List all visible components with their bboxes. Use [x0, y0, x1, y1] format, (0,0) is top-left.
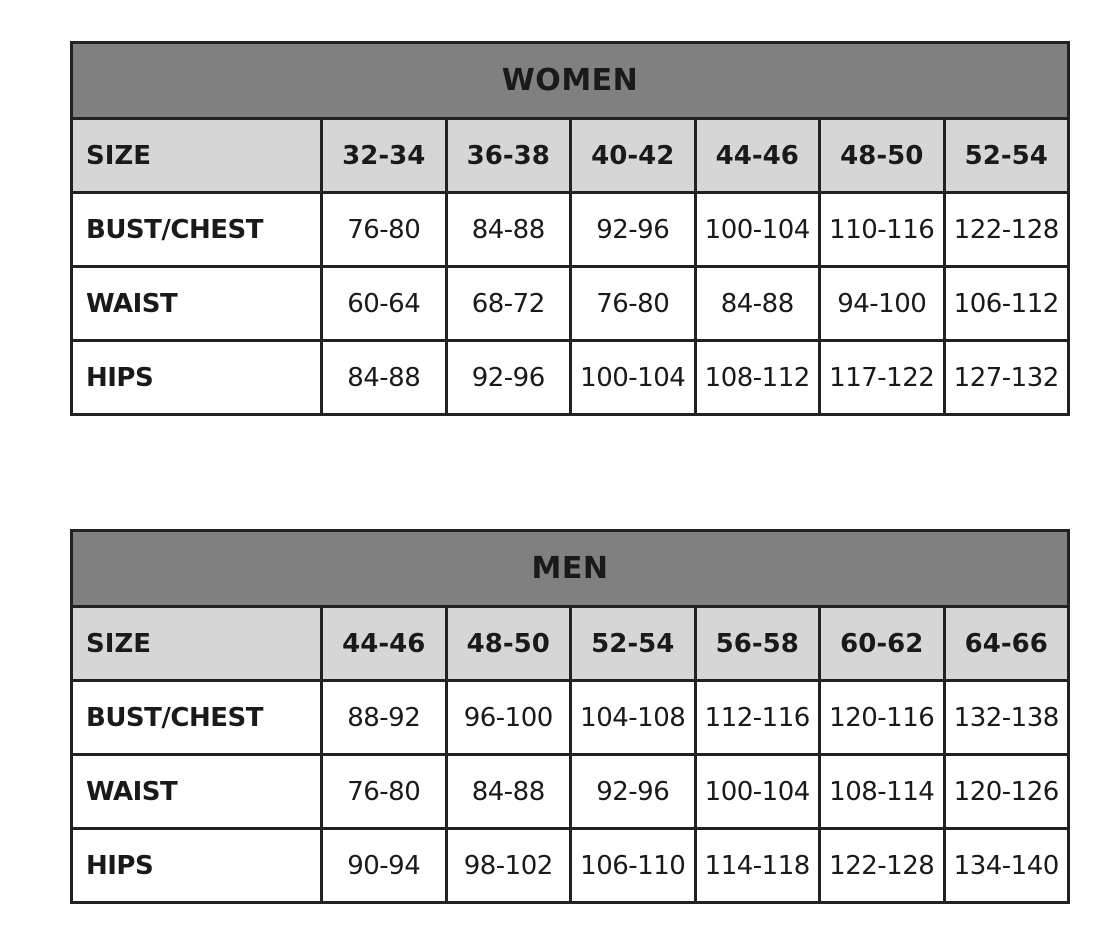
measurement-cell: 117-122: [818, 339, 946, 416]
row-label: HIPS: [70, 827, 323, 904]
measurement-cell: 92-96: [569, 753, 697, 830]
measurement-cell: 120-126: [942, 753, 1070, 830]
size-cell: 48-50: [444, 605, 572, 682]
table-title-row: MEN: [70, 529, 1070, 608]
measurement-cell: 104-108: [569, 679, 697, 756]
table-title: WOMEN: [70, 41, 1070, 120]
size-cell: 52-54: [942, 117, 1070, 194]
measurement-cell: 106-110: [569, 827, 697, 904]
measurement-cell: 84-88: [320, 339, 448, 416]
row-label: HIPS: [70, 339, 323, 416]
women-size-table: WOMEN SIZE 32-34 36-38 40-42 44-46 48-50 52-54 B…: [70, 41, 1070, 416]
measurement-cell: 76-80: [320, 191, 448, 268]
measurement-cell: 98-102: [444, 827, 572, 904]
measurement-cell: 110-116: [818, 191, 946, 268]
measurement-cell: 60-64: [320, 265, 448, 342]
measurement-cell: 68-72: [444, 265, 572, 342]
size-cell: 36-38: [444, 117, 572, 194]
measurement-cell: 132-138: [942, 679, 1070, 756]
size-cell: 52-54: [569, 605, 697, 682]
measurement-cell: 120-116: [818, 679, 946, 756]
table-row: BUST/CHEST 76-80 84-88 92-96 100-104 110-116 1…: [70, 191, 1070, 268]
table-row: HIPS 90-94 98-102 106-110 114-118 122-128 134-…: [70, 827, 1070, 904]
table-row: BUST/CHEST 88-92 96-100 104-108 112-116 120-1…: [70, 679, 1070, 756]
measurement-cell: 84-88: [444, 191, 572, 268]
measurement-cell: 96-100: [444, 679, 572, 756]
table-row: SIZE 32-34 36-38 40-42 44-46 48-50 52-54: [70, 117, 1070, 194]
measurement-cell: 84-88: [444, 753, 572, 830]
measurement-cell: 108-114: [818, 753, 946, 830]
row-label: WAIST: [70, 753, 323, 830]
size-cell: 40-42: [569, 117, 697, 194]
measurement-cell: 108-112: [693, 339, 821, 416]
measurement-cell: 84-88: [693, 265, 821, 342]
table-row: SIZE 44-46 48-50 52-54 56-58 60-62 64-66: [70, 605, 1070, 682]
measurement-cell: 112-116: [693, 679, 821, 756]
table-row: WAIST 60-64 68-72 76-80 84-88 94-100 106-112: [70, 265, 1070, 342]
row-label: BUST/CHEST: [70, 679, 323, 756]
size-cell: 56-58: [693, 605, 821, 682]
table-row: HIPS 84-88 92-96 100-104 108-112 117-122 127-1…: [70, 339, 1070, 416]
measurement-cell: 100-104: [693, 753, 821, 830]
size-cell: 44-46: [320, 605, 448, 682]
measurement-cell: 122-128: [942, 191, 1070, 268]
table-row: WAIST 76-80 84-88 92-96 100-104 108-114 120-12…: [70, 753, 1070, 830]
measurement-cell: 100-104: [569, 339, 697, 416]
size-cell: 60-62: [818, 605, 946, 682]
men-size-table: MEN SIZE 44-46 48-50 52-54 56-58 60-62 64-66 BUS…: [70, 529, 1070, 904]
measurement-cell: 134-140: [942, 827, 1070, 904]
measurement-cell: 114-118: [693, 827, 821, 904]
measurement-cell: 106-112: [942, 265, 1070, 342]
row-label: BUST/CHEST: [70, 191, 323, 268]
row-label: WAIST: [70, 265, 323, 342]
size-cell: 48-50: [818, 117, 946, 194]
measurement-cell: 76-80: [320, 753, 448, 830]
size-cell: 64-66: [942, 605, 1070, 682]
measurement-cell: 94-100: [818, 265, 946, 342]
measurement-cell: 92-96: [444, 339, 572, 416]
measurement-cell: 76-80: [569, 265, 697, 342]
measurement-cell: 127-132: [942, 339, 1070, 416]
measurement-cell: 90-94: [320, 827, 448, 904]
row-label: SIZE: [70, 605, 323, 682]
size-cell: 32-34: [320, 117, 448, 194]
row-label: SIZE: [70, 117, 323, 194]
table-title-row: WOMEN: [70, 41, 1070, 120]
measurement-cell: 122-128: [818, 827, 946, 904]
table-title: MEN: [70, 529, 1070, 608]
size-cell: 44-46: [693, 117, 821, 194]
measurement-cell: 92-96: [569, 191, 697, 268]
measurement-cell: 100-104: [693, 191, 821, 268]
measurement-cell: 88-92: [320, 679, 448, 756]
